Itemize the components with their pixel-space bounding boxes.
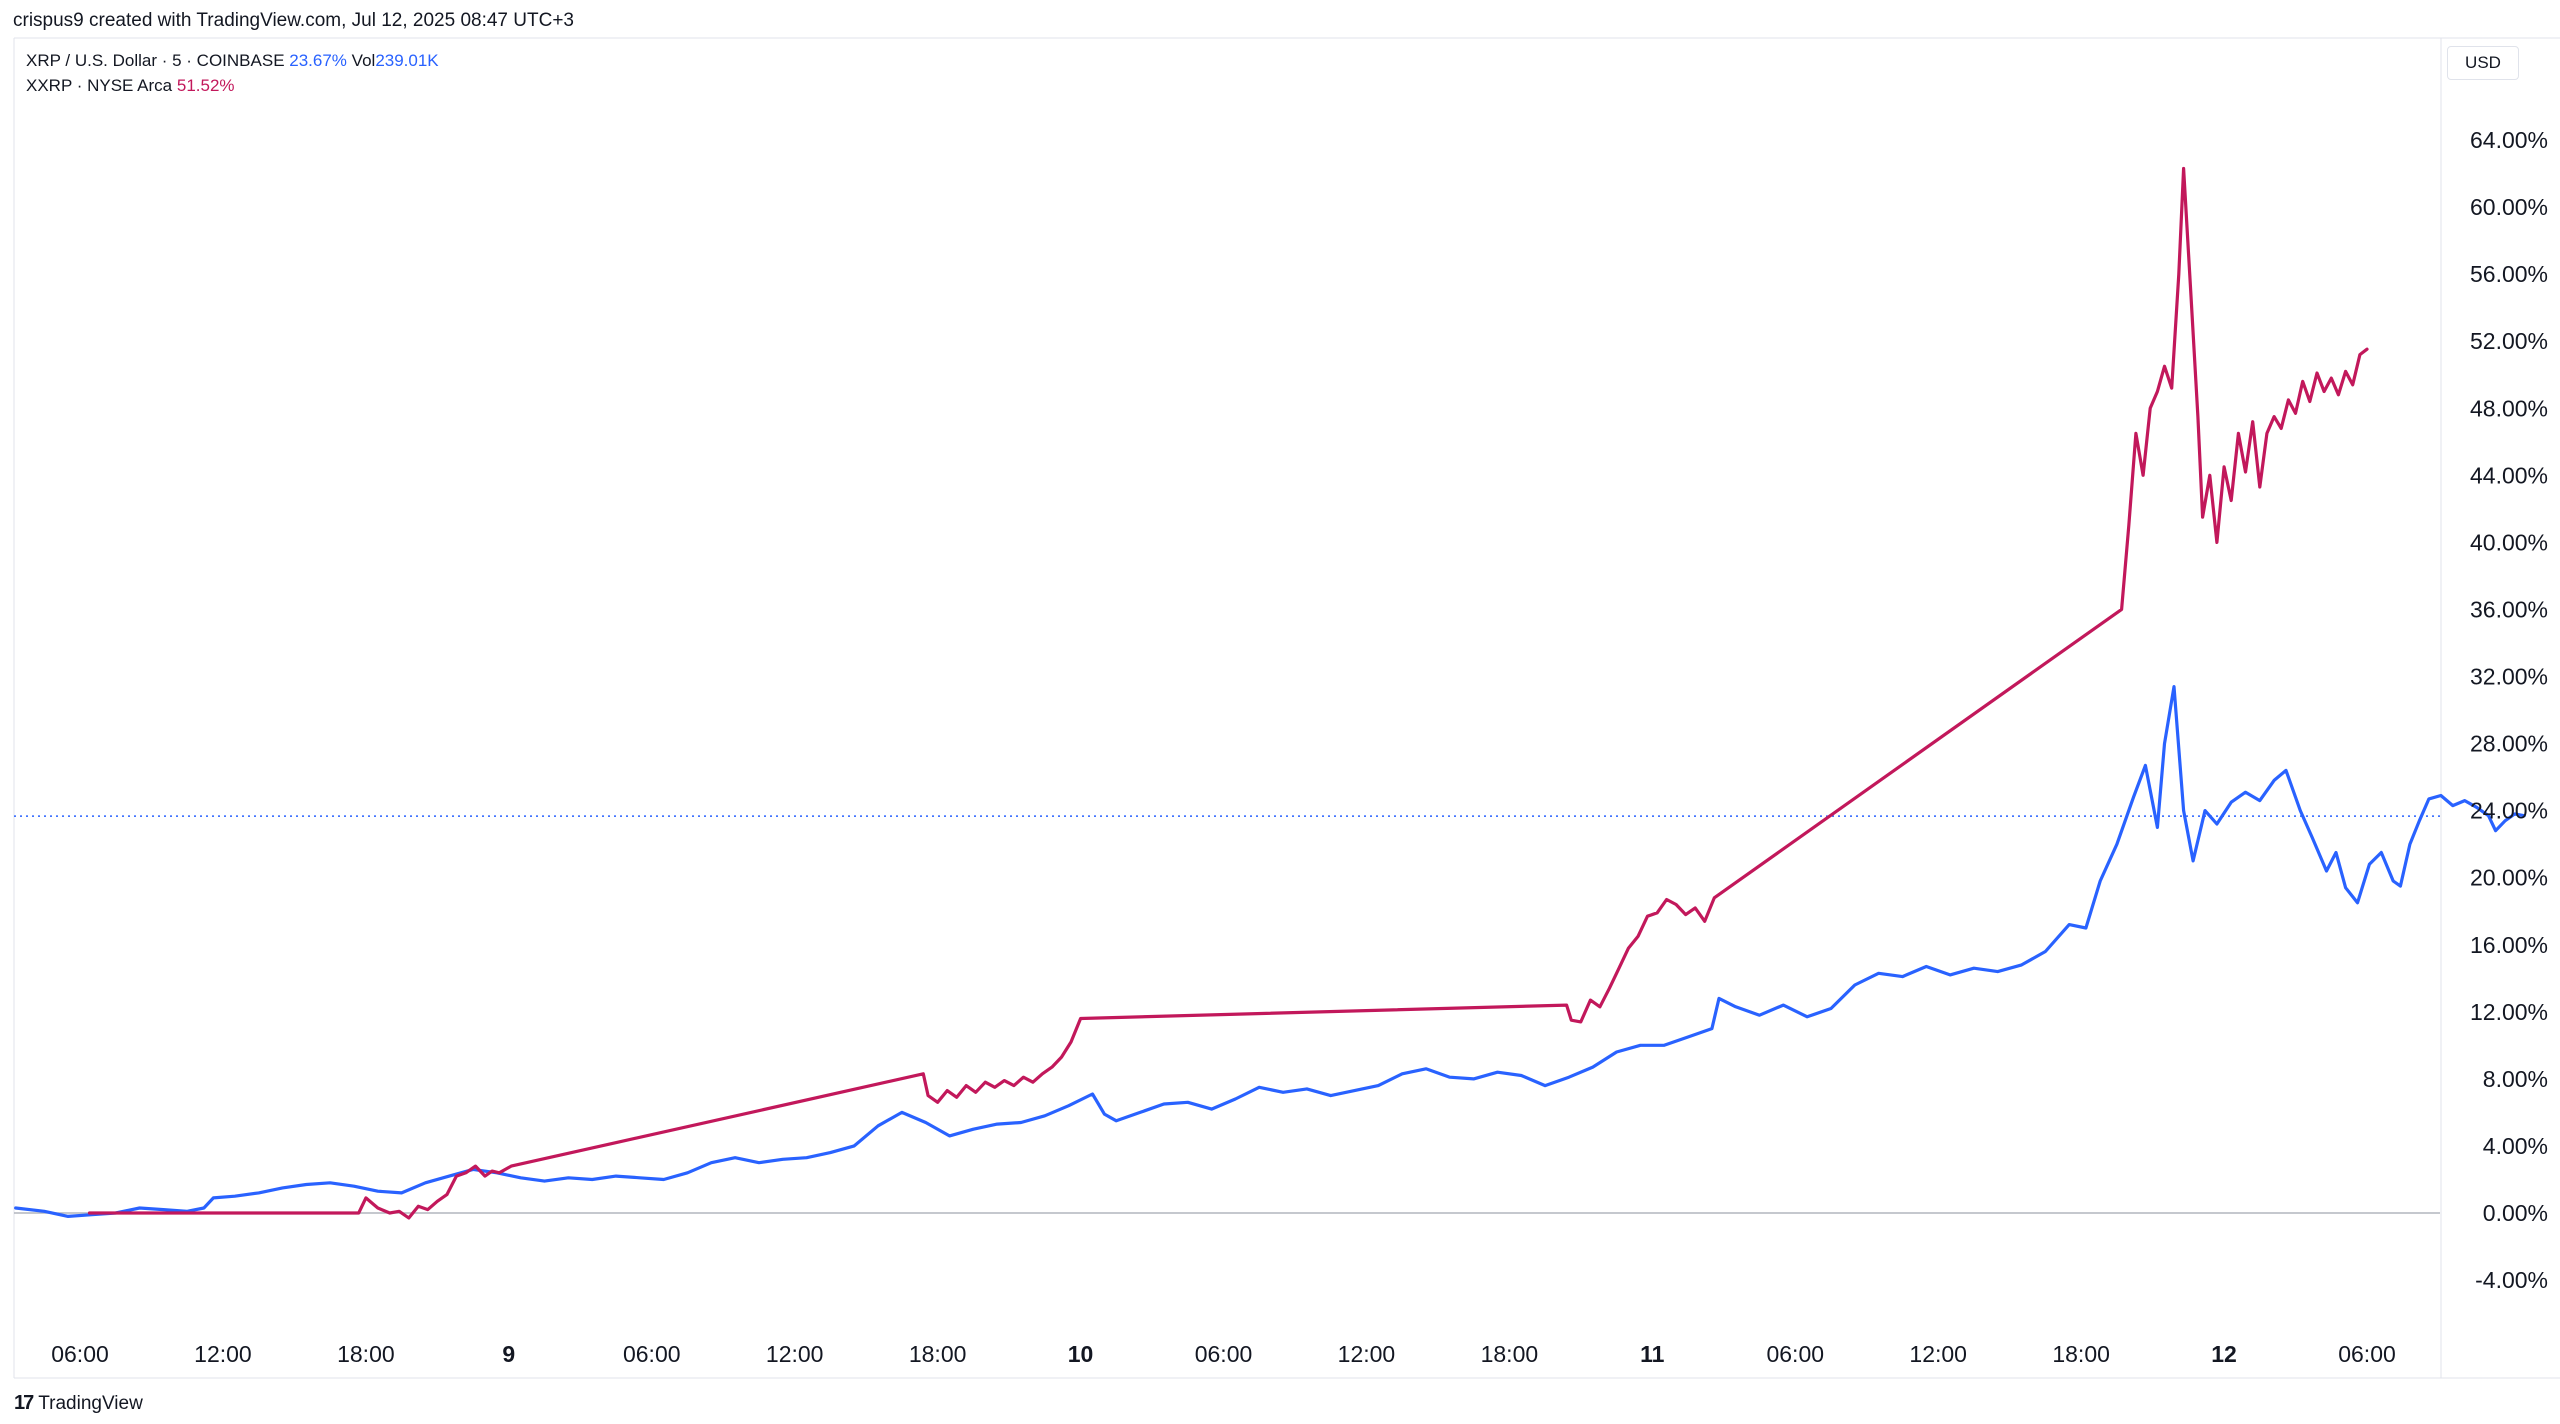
y-tick-label: 16.00%	[2470, 932, 2548, 958]
x-tick-label: 12:00	[194, 1341, 252, 1367]
x-tick-label: 06:00	[51, 1341, 109, 1367]
series-line-xxrp[interactable]	[87, 166, 2369, 1220]
x-tick-label: 12:00	[1338, 1341, 1396, 1367]
x-tick-label: 06:00	[623, 1341, 681, 1367]
legend-vol-label: Vol	[351, 51, 376, 70]
legend-row-xrp[interactable]: XRP / U.S. Dollar · 5 · COINBASE 23.67% …	[26, 48, 439, 73]
y-tick-label: 0.00%	[2483, 1200, 2548, 1226]
y-tick-label: 24.00%	[2470, 798, 2548, 824]
x-tick-label: 18:00	[2052, 1341, 2110, 1367]
legend-value-xxrp: 51.52%	[176, 76, 235, 95]
y-tick-label: 32.00%	[2470, 664, 2548, 690]
x-tick-label: 12:00	[1909, 1341, 1967, 1367]
legend-label-xxrp: XXRP · NYSE Arca	[26, 76, 173, 95]
y-tick-label: 28.00%	[2470, 731, 2548, 757]
y-tick-label: 4.00%	[2483, 1133, 2548, 1159]
y-tick-label: 8.00%	[2483, 1066, 2548, 1092]
x-tick-label: 10	[1068, 1341, 1094, 1367]
chart-legend: XRP / U.S. Dollar · 5 · COINBASE 23.67% …	[26, 48, 439, 98]
y-tick-label: 36.00%	[2470, 596, 2548, 622]
x-tick-label: 06:00	[1766, 1341, 1824, 1367]
x-tick-label: 12	[2211, 1341, 2237, 1367]
legend-vol-value: 239.01K	[375, 51, 439, 70]
x-tick-label: 9	[502, 1341, 515, 1367]
x-tick-label: 06:00	[1195, 1341, 1253, 1367]
y-tick-label: 60.00%	[2470, 194, 2548, 220]
tradingview-brand-label: TradingView	[38, 1392, 143, 1414]
x-tick-label: 12:00	[766, 1341, 824, 1367]
y-tick-label: 52.00%	[2470, 328, 2548, 354]
y-tick-label: 56.00%	[2470, 261, 2548, 287]
x-tick-label: 06:00	[2338, 1341, 2396, 1367]
series-line-xrp[interactable]	[14, 685, 2526, 1218]
y-tick-label: 44.00%	[2470, 462, 2548, 488]
y-tick-label: 64.00%	[2470, 127, 2548, 153]
legend-row-xxrp[interactable]: XXRP · NYSE Arca 51.52%	[26, 73, 439, 98]
y-tick-label: 12.00%	[2470, 999, 2548, 1025]
x-tick-label: 11	[1640, 1341, 1665, 1367]
x-tick-label: 18:00	[1481, 1341, 1539, 1367]
chart-credit: crispus9 created with TradingView.com, J…	[13, 10, 574, 31]
legend-label-xrp: XRP / U.S. Dollar · 5 · COINBASE	[26, 51, 285, 70]
tradingview-brand[interactable]: 17 TradingView	[14, 1392, 143, 1415]
tradingview-logo-icon: 17	[14, 1392, 34, 1414]
x-tick-label: 18:00	[337, 1341, 395, 1367]
y-tick-label: 20.00%	[2470, 865, 2548, 891]
y-tick-label: 48.00%	[2470, 395, 2548, 421]
currency-button[interactable]: USD	[2447, 46, 2519, 80]
legend-value-xrp: 23.67%	[289, 51, 347, 70]
y-tick-label: -4.00%	[2475, 1267, 2548, 1293]
x-tick-label: 18:00	[909, 1341, 967, 1367]
y-tick-label: 40.00%	[2470, 529, 2548, 555]
